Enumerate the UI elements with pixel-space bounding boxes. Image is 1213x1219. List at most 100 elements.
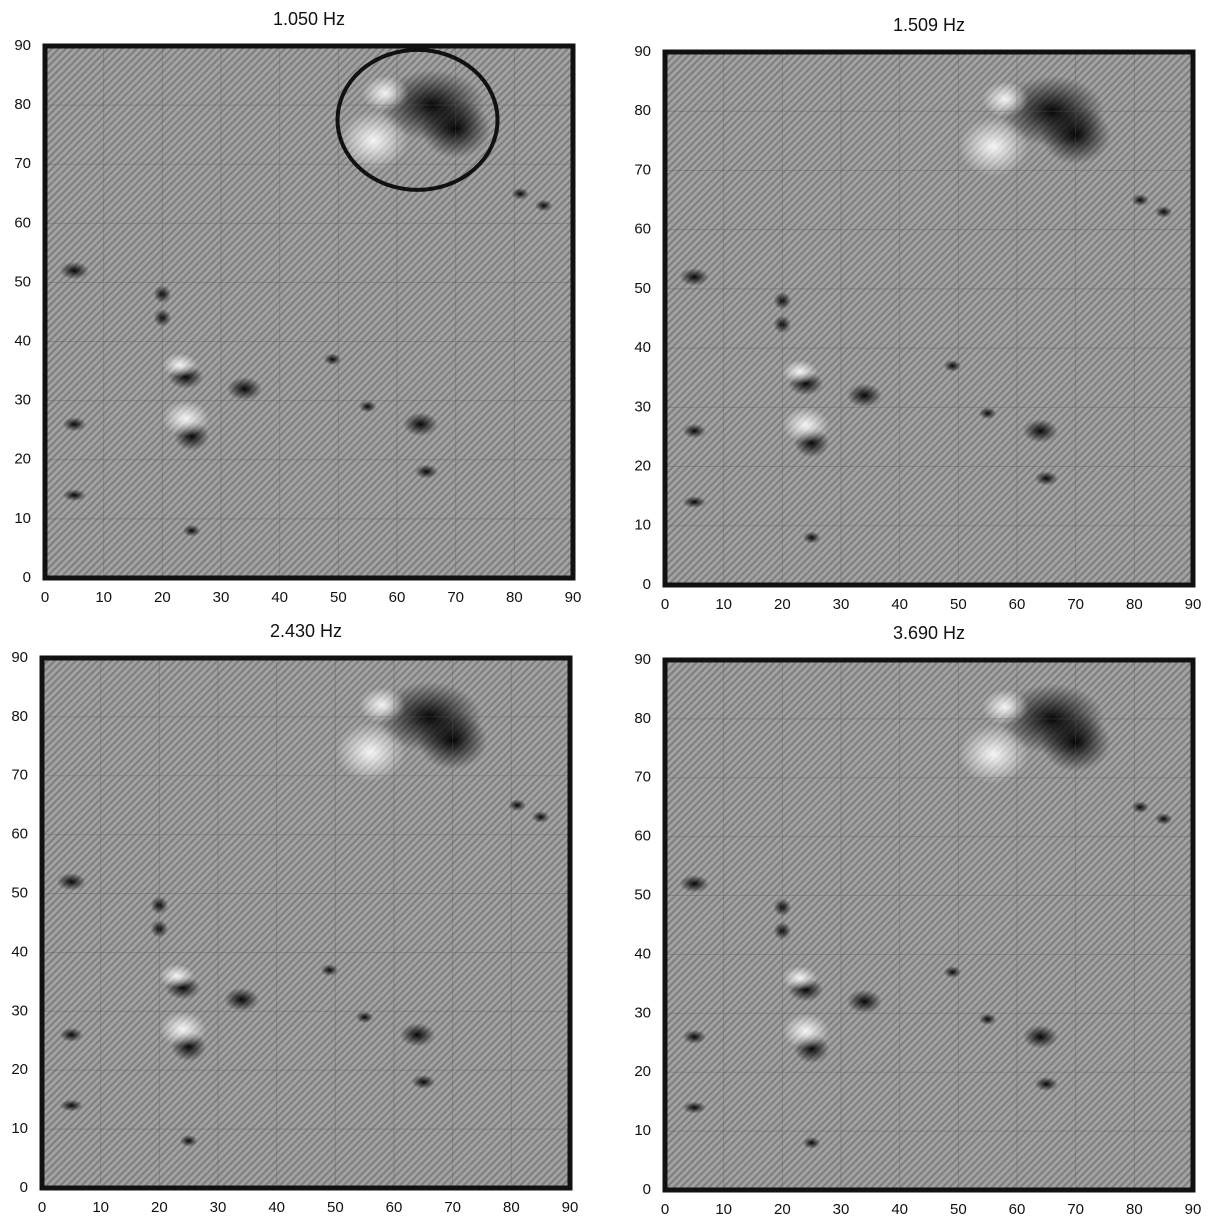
x-tick-label: 10 <box>715 596 732 613</box>
panel: 1.509 Hz01020304050607080900102030405060… <box>634 15 1201 613</box>
image-feature <box>359 401 377 413</box>
image-feature <box>338 111 408 170</box>
panel: 3.690 Hz01020304050607080900102030405060… <box>634 623 1201 1218</box>
image-feature <box>162 353 197 377</box>
x-tick-label: 0 <box>661 1201 669 1218</box>
image-feature <box>782 407 829 443</box>
x-tick-label: 80 <box>1126 596 1143 613</box>
x-tick-label: 70 <box>447 589 464 606</box>
figure: 1.050 Hz01020304050607080900102030405060… <box>0 0 1213 1219</box>
y-tick-label: 20 <box>634 458 651 475</box>
image-feature <box>680 875 709 893</box>
y-tick-label: 80 <box>14 96 31 113</box>
image-background <box>45 46 573 578</box>
x-tick-label: 60 <box>1009 1201 1026 1218</box>
y-tick-label: 40 <box>634 339 651 356</box>
image-feature <box>782 966 817 990</box>
y-tick-label: 0 <box>643 576 651 593</box>
image-feature <box>1023 419 1058 443</box>
image-feature <box>803 532 821 544</box>
image-feature <box>335 723 405 782</box>
x-tick-label: 60 <box>389 589 406 606</box>
y-tick-label: 70 <box>14 155 31 172</box>
y-tick-label: 50 <box>634 887 651 904</box>
image-feature <box>159 964 194 988</box>
y-tick-label: 60 <box>634 828 651 845</box>
y-tick-label: 90 <box>14 37 31 54</box>
image-feature <box>532 811 550 823</box>
image-feature <box>227 377 262 401</box>
image-feature <box>1035 471 1058 485</box>
chart-title: 1.509 Hz <box>893 15 965 35</box>
image-feature <box>60 262 89 280</box>
y-tick-label: 60 <box>14 214 31 231</box>
image-feature <box>356 1011 374 1023</box>
image-feature <box>162 401 209 436</box>
y-tick-label: 90 <box>11 649 28 666</box>
x-tick-label: 0 <box>38 1199 46 1216</box>
y-tick-label: 90 <box>634 43 651 60</box>
x-tick-label: 30 <box>833 596 850 613</box>
image-feature <box>63 489 86 501</box>
image-feature <box>979 407 997 419</box>
y-tick-label: 50 <box>14 273 31 290</box>
image-feature <box>979 1013 997 1025</box>
y-tick-label: 0 <box>23 569 31 586</box>
x-tick-label: 10 <box>95 589 112 606</box>
y-tick-label: 40 <box>14 333 31 350</box>
x-tick-label: 40 <box>271 589 288 606</box>
x-tick-label: 50 <box>950 1201 967 1218</box>
x-tick-label: 20 <box>774 1201 791 1218</box>
image-feature <box>782 1013 829 1048</box>
y-tick-label: 60 <box>11 826 28 843</box>
x-tick-label: 0 <box>661 596 669 613</box>
image-feature <box>57 873 86 891</box>
image-feature <box>362 76 409 111</box>
image-feature <box>60 1028 83 1042</box>
x-tick-label: 30 <box>833 1201 850 1218</box>
image-feature <box>359 687 406 722</box>
y-tick-label: 70 <box>634 161 651 178</box>
x-tick-label: 50 <box>327 1199 344 1216</box>
chart-title: 2.430 Hz <box>270 621 342 641</box>
x-tick-label: 0 <box>41 589 49 606</box>
x-tick-label: 80 <box>503 1199 520 1216</box>
y-tick-label: 10 <box>14 510 31 527</box>
image-feature <box>958 725 1028 784</box>
y-tick-label: 60 <box>634 221 651 238</box>
image-feature <box>683 424 706 438</box>
x-tick-label: 60 <box>386 1199 403 1216</box>
image-feature <box>183 525 201 537</box>
x-tick-label: 70 <box>1067 1201 1084 1218</box>
image-feature <box>847 990 882 1014</box>
image-feature <box>847 384 882 408</box>
chart-title: 3.690 Hz <box>893 623 965 643</box>
image-feature <box>683 1102 706 1114</box>
y-tick-label: 20 <box>14 451 31 468</box>
x-tick-label: 90 <box>1185 1201 1202 1218</box>
x-tick-label: 20 <box>154 589 171 606</box>
y-tick-label: 50 <box>634 280 651 297</box>
image-background <box>665 660 1193 1190</box>
x-tick-label: 70 <box>1067 596 1084 613</box>
image-feature <box>63 417 86 431</box>
image-feature <box>60 1100 83 1112</box>
y-tick-label: 30 <box>634 1004 651 1021</box>
x-tick-label: 40 <box>891 596 908 613</box>
y-tick-label: 30 <box>634 398 651 415</box>
image-feature <box>1155 206 1173 218</box>
y-tick-label: 50 <box>11 885 28 902</box>
y-tick-label: 90 <box>634 651 651 668</box>
image-feature <box>782 360 817 384</box>
y-tick-label: 70 <box>634 769 651 786</box>
x-tick-label: 30 <box>210 1199 227 1216</box>
y-tick-label: 10 <box>11 1120 28 1137</box>
image-background <box>42 658 570 1188</box>
x-tick-label: 40 <box>891 1201 908 1218</box>
image-feature <box>412 1075 435 1089</box>
image-feature <box>1155 813 1173 825</box>
x-tick-label: 70 <box>444 1199 461 1216</box>
image-feature <box>415 465 438 479</box>
